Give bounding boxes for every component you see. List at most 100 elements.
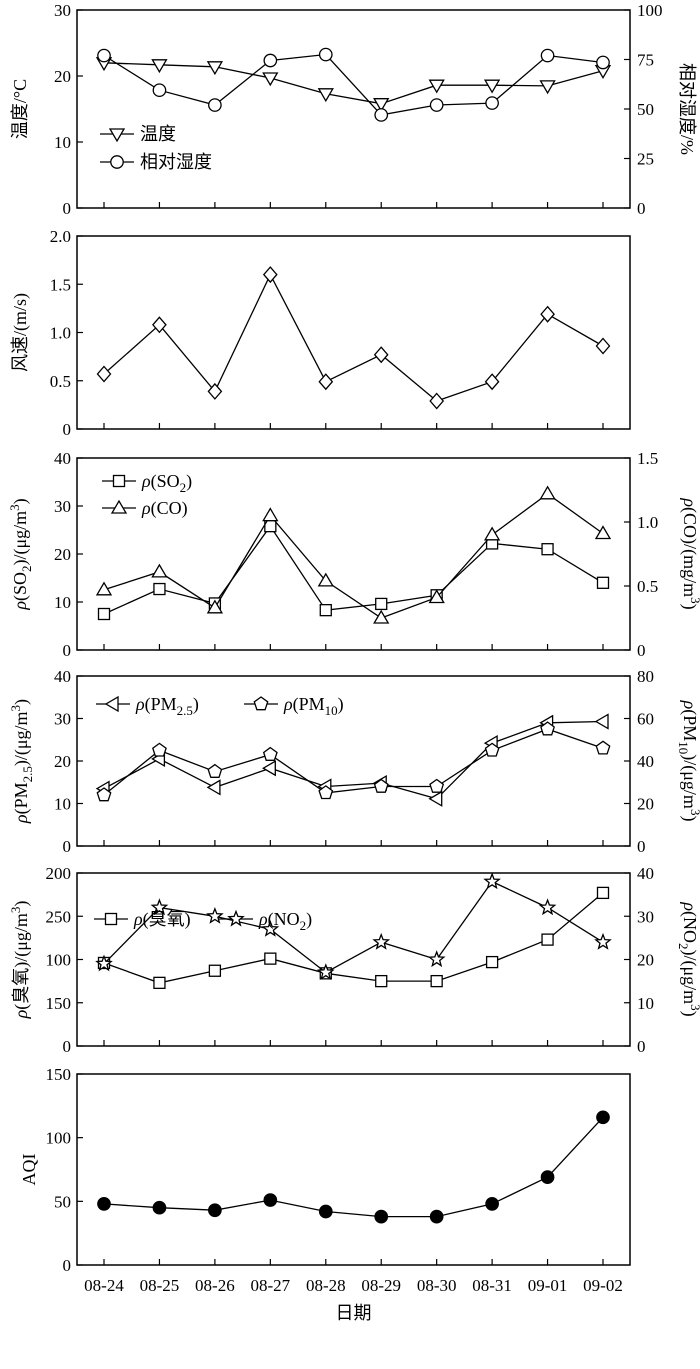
data-point-09-02 bbox=[595, 337, 611, 355]
x-tick-label: 08-30 bbox=[417, 1276, 457, 1295]
data-point-08-30 bbox=[429, 392, 445, 410]
data-point-08-24 bbox=[96, 365, 112, 383]
y-tick-label-right: 0 bbox=[637, 837, 646, 856]
x-tick-label: 09-02 bbox=[583, 1276, 623, 1295]
y-tick-label-right: 20 bbox=[637, 795, 654, 814]
y-axis-label-right: ρ(PM10)/(μg/m3) bbox=[676, 700, 700, 822]
data-point-08-31 bbox=[485, 955, 499, 969]
data-point-08-28 bbox=[318, 373, 334, 391]
legend-label: ρ(SO2) bbox=[141, 471, 192, 495]
y-tick-label-left: 20 bbox=[54, 752, 71, 771]
y-tick-label-left: 250 bbox=[46, 907, 72, 926]
y-tick-label-left: 0 bbox=[63, 1256, 72, 1275]
data-point-08-29 bbox=[373, 346, 389, 364]
data-point-09-01 bbox=[539, 485, 556, 500]
legend-entry: ρ(臭氧) bbox=[94, 909, 191, 930]
data-point-08-29 bbox=[373, 98, 390, 112]
legend-marker bbox=[108, 128, 126, 143]
data-point-08-25 bbox=[152, 1200, 167, 1215]
data-point-08-26 bbox=[207, 763, 223, 778]
data-point-08-26 bbox=[208, 98, 222, 112]
data-point-08-30 bbox=[428, 589, 445, 604]
data-point-08-27 bbox=[263, 1193, 278, 1207]
data-point-08-24 bbox=[95, 581, 113, 596]
data-point-08-31 bbox=[484, 373, 500, 391]
data-point-08-30 bbox=[429, 98, 444, 112]
x-tick-label: 08-27 bbox=[250, 1276, 290, 1295]
data-point-08-28 bbox=[318, 785, 334, 800]
data-point-08-29 bbox=[373, 609, 390, 624]
data-point-08-25 bbox=[150, 898, 169, 916]
y-tick-label-left: 10 bbox=[54, 133, 71, 152]
y-tick-label-left: 200 bbox=[46, 864, 72, 883]
legend-label: 温度 bbox=[140, 124, 176, 144]
series-line-4-1 bbox=[103, 720, 604, 800]
data-point-08-27 bbox=[262, 760, 276, 777]
data-point-08-27 bbox=[262, 266, 278, 284]
data-point-08-31 bbox=[483, 526, 501, 541]
data-point-08-26 bbox=[207, 382, 223, 400]
data-point-09-01 bbox=[540, 48, 555, 63]
legend-marker bbox=[110, 499, 128, 514]
data-point-08-29 bbox=[375, 597, 388, 611]
y-tick-label-left: 20 bbox=[54, 545, 71, 564]
legend-entry: ρ(SO2) bbox=[102, 471, 192, 495]
legend-entry: ρ(PM2.5) bbox=[96, 694, 199, 718]
y-tick-label-left: 50 bbox=[54, 1192, 71, 1211]
x-tick-label: 08-25 bbox=[140, 1276, 180, 1295]
data-point-08-30 bbox=[428, 79, 445, 94]
y-axis-label-left: ρ(PM2.5)/(μg/m3) bbox=[8, 699, 35, 824]
data-point-08-28 bbox=[316, 963, 335, 980]
data-point-09-01 bbox=[539, 80, 556, 95]
data-point-08-24 bbox=[97, 1197, 111, 1211]
legend-label: ρ(PM10) bbox=[283, 694, 344, 718]
data-point-08-24 bbox=[95, 954, 113, 972]
panel-6: 0 50 100 150 AQI bbox=[19, 1065, 631, 1275]
series-line-1-2 bbox=[103, 53, 604, 116]
data-point-08-30 bbox=[428, 790, 443, 807]
data-point-08-24 bbox=[97, 48, 111, 63]
y-tick-label-left: 100 bbox=[46, 951, 72, 970]
y-tick-label-left: 10 bbox=[54, 795, 71, 814]
data-point-09-02 bbox=[595, 740, 611, 755]
data-point-09-01 bbox=[540, 305, 555, 323]
data-point-09-02 bbox=[596, 886, 610, 900]
data-point-08-26 bbox=[208, 1203, 222, 1218]
data-point-08-30 bbox=[430, 974, 443, 988]
y-axis-label-left: ρ(臭氧)/(μg/m3) bbox=[8, 901, 32, 1020]
data-point-09-01 bbox=[541, 543, 554, 556]
data-point-09-02 bbox=[596, 55, 610, 70]
y-tick-label-left: 2.0 bbox=[50, 227, 71, 246]
x-tick-label: 08-31 bbox=[472, 1276, 512, 1295]
y-tick-label-left: 20 bbox=[54, 67, 71, 86]
y-tick-label-left: 30 bbox=[54, 710, 71, 729]
y-axis-label-left: AQI bbox=[19, 1154, 39, 1186]
x-tick-label: 08-29 bbox=[361, 1276, 401, 1295]
y-tick-label-left: 0.5 bbox=[50, 372, 71, 391]
data-point-08-25 bbox=[153, 582, 166, 596]
data-point-08-31 bbox=[485, 96, 499, 110]
data-point-08-28 bbox=[317, 572, 334, 587]
plot-frame bbox=[76, 1073, 631, 1266]
y-tick-label-right: 0 bbox=[637, 1037, 646, 1056]
y-tick-label-left: 150 bbox=[46, 1065, 72, 1084]
y-tick-label-left: 0 bbox=[63, 199, 72, 218]
data-point-09-01 bbox=[538, 898, 557, 916]
series-line-6-1 bbox=[103, 1116, 604, 1218]
y-axis-label-left: 温度/°C bbox=[10, 79, 30, 139]
data-point-08-28 bbox=[318, 1204, 333, 1219]
y-tick-label-right: 80 bbox=[637, 667, 654, 686]
legend-label: ρ(NO2) bbox=[258, 909, 312, 933]
data-point-08-26 bbox=[206, 779, 221, 796]
plot-frame bbox=[76, 9, 631, 209]
x-tick-label: 09-01 bbox=[528, 1276, 568, 1295]
data-point-08-29 bbox=[374, 1209, 389, 1224]
y-tick-label-left: 30 bbox=[54, 1, 71, 20]
y-tick-label-left: 100 bbox=[46, 1129, 72, 1148]
series-line-5-2 bbox=[103, 880, 604, 974]
data-point-09-02 bbox=[596, 576, 610, 589]
y-tick-label-left: 0 bbox=[63, 1037, 72, 1056]
legend-entry: 温度 bbox=[100, 124, 176, 144]
data-point-08-28 bbox=[319, 604, 332, 617]
